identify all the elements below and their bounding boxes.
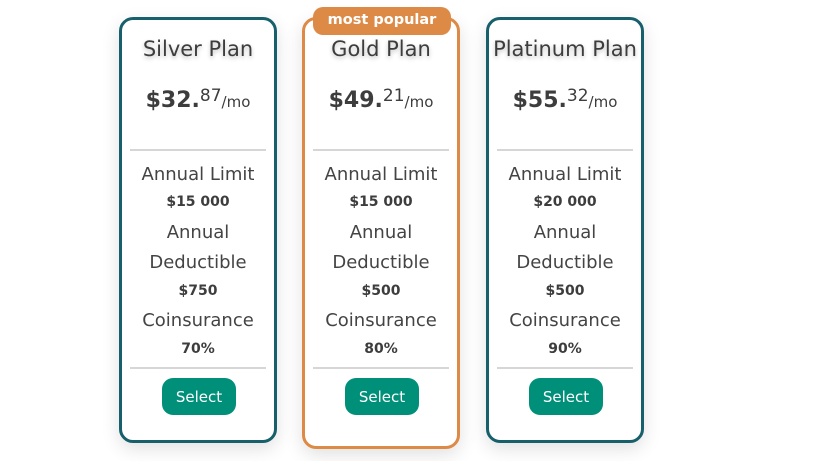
coinsurance-label: Coinsurance: [509, 310, 621, 331]
coinsurance-value: 80%: [364, 341, 398, 357]
divider: [130, 367, 266, 369]
select-button[interactable]: Select: [162, 378, 236, 415]
annual-deductible-label: Annual: [349, 222, 413, 243]
plan-price: $32.87/mo: [145, 86, 251, 113]
annual-limit-label: Annual Limit: [141, 164, 255, 185]
coinsurance-label: Coinsurance: [142, 310, 254, 331]
annual-deductible-value: $750: [178, 283, 218, 299]
plan-title: Silver Plan: [142, 37, 254, 61]
annual-deductible-label-2: Deductible: [332, 252, 430, 273]
coinsurance-label: Coinsurance: [325, 310, 437, 331]
annual-deductible-value: $500: [545, 283, 585, 299]
annual-limit-value: $15 000: [349, 194, 413, 210]
select-button[interactable]: Select: [345, 378, 419, 415]
annual-deductible-value: $500: [361, 283, 401, 299]
most-popular-badge: most popular: [313, 7, 451, 35]
divider: [497, 367, 633, 369]
divider: [313, 149, 449, 151]
plan-card-platinum-plan: Platinum Plan $55.32/mo Annual Limit $20…: [486, 17, 644, 443]
plan-card-gold-plan: Gold Plan $49.21/mo Annual Limit $15 000…: [302, 7, 460, 449]
plan-card-silver-plan: Silver Plan $32.87/mo Annual Limit $15 0…: [119, 17, 277, 443]
annual-limit-value: $20 000: [533, 194, 597, 210]
annual-deductible-label: Annual: [533, 222, 597, 243]
plan-title: Gold Plan: [331, 37, 431, 61]
divider: [313, 367, 449, 369]
coinsurance-value: 90%: [548, 341, 582, 357]
divider: [497, 149, 633, 151]
annual-limit-value: $15 000: [166, 194, 230, 210]
annual-limit-label: Annual Limit: [508, 164, 622, 185]
annual-limit-label: Annual Limit: [324, 164, 438, 185]
annual-deductible-label-2: Deductible: [149, 252, 247, 273]
plan-price: $55.32/mo: [512, 86, 618, 113]
coinsurance-value: 70%: [181, 341, 215, 357]
annual-deductible-label-2: Deductible: [516, 252, 614, 273]
divider: [130, 149, 266, 151]
annual-deductible-label: Annual: [166, 222, 230, 243]
plan-price: $49.21/mo: [328, 86, 434, 113]
plan-title: Platinum Plan: [493, 37, 637, 61]
select-button[interactable]: Select: [529, 378, 603, 415]
